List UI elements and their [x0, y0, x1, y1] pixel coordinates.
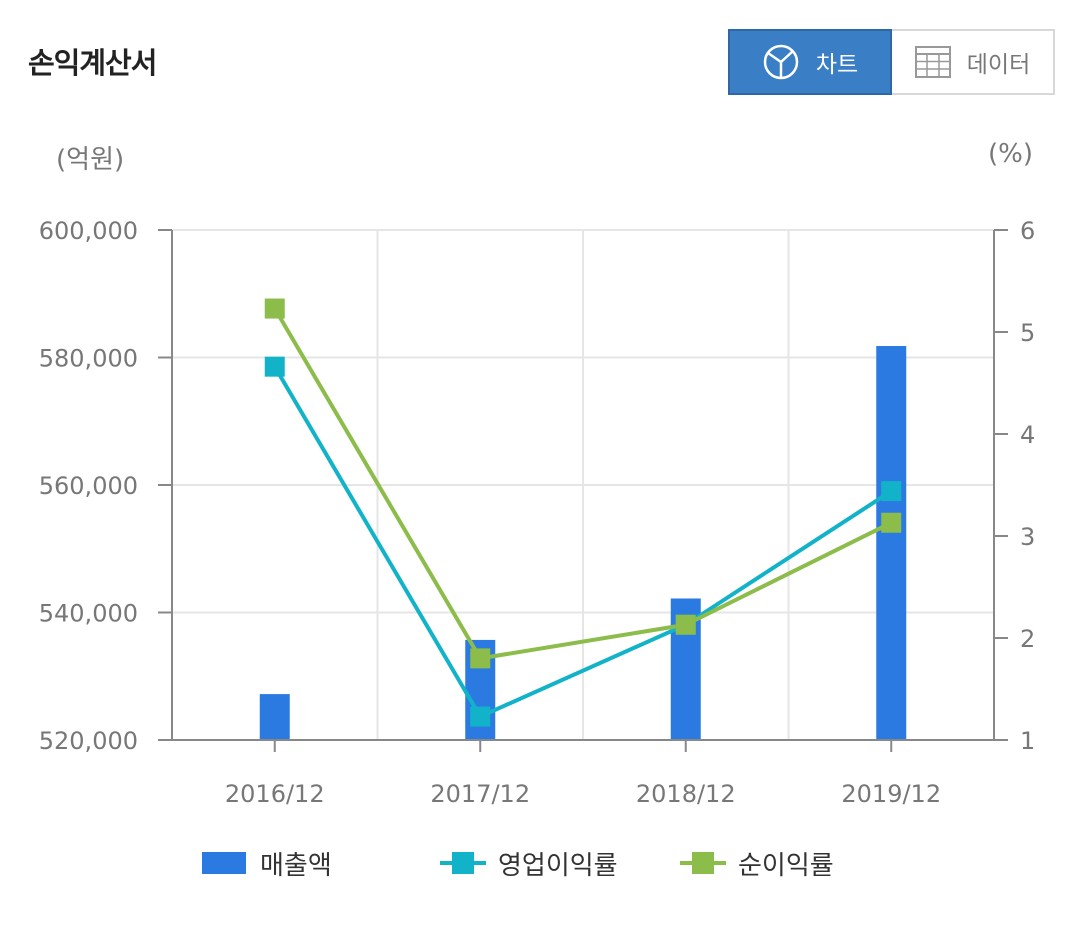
- legend-item-operating-margin[interactable]: 영업이익률: [440, 843, 618, 883]
- legend-label-revenue: 매출액: [260, 850, 332, 881]
- net-margin-point: [470, 648, 491, 669]
- revenue-bar: [259, 694, 290, 740]
- x-axis-tick-label: 2018/12: [636, 780, 736, 808]
- net-margin-point: [675, 614, 696, 635]
- data-view-label: 데이터: [966, 52, 1031, 78]
- right-axis-tick-label: 1: [1020, 727, 1035, 755]
- operating-margin-point: [264, 356, 285, 377]
- chart-view-label: 차트: [815, 52, 859, 78]
- legend-label-operating-margin: 영업이익률: [498, 850, 618, 881]
- revenue-bar: [876, 346, 907, 740]
- chart-area: 600,000 580,000 560,000 540,000 520,000 6 5 4 3 2…: [39, 217, 1036, 808]
- net-margin-line: [273, 307, 893, 661]
- legend-swatch-net-margin: [680, 852, 726, 874]
- pie-chart-icon: [762, 43, 800, 81]
- left-axis-unit: (억원): [56, 145, 125, 175]
- legend-label-net-margin: 순이익률: [738, 850, 834, 881]
- view-toggle: 차트 데이터: [728, 29, 1055, 95]
- left-axis-tick-label: 600,000: [39, 217, 138, 245]
- legend-swatch-operating-margin: [440, 852, 486, 874]
- net-margin-point: [881, 512, 902, 533]
- left-axis-tick-label: 580,000: [39, 345, 138, 373]
- right-axis-tick-label: 4: [1020, 421, 1035, 449]
- data-view-button[interactable]: 데이터: [892, 29, 1055, 95]
- legend-item-net-margin[interactable]: 순이익률: [680, 843, 834, 883]
- net-margin-point: [264, 298, 285, 319]
- operating-margin-point: [470, 706, 491, 727]
- right-axis-tick-label: 3: [1020, 523, 1035, 551]
- table-grid-icon: [914, 46, 951, 78]
- left-axis-tick-label: 560,000: [39, 472, 138, 500]
- x-axis-tick-label: 2017/12: [430, 780, 530, 808]
- right-axis-tick-label: 2: [1020, 625, 1035, 653]
- page-title: 손익계산서: [28, 46, 157, 80]
- operating-margin-point: [881, 481, 902, 502]
- left-axis-tick-label: 540,000: [39, 600, 138, 628]
- operating-margin-line: [273, 365, 893, 719]
- legend-swatch-revenue: [202, 852, 246, 874]
- x-axis-tick-label: 2019/12: [841, 780, 941, 808]
- right-axis-tick-label: 5: [1020, 319, 1035, 347]
- right-axis-tick-label: 6: [1020, 217, 1035, 245]
- legend-item-revenue[interactable]: 매출액: [202, 843, 332, 883]
- chart-view-button[interactable]: 차트: [728, 29, 892, 95]
- x-axis-tick-label: 2016/12: [225, 780, 325, 808]
- right-axis-unit: (%): [988, 139, 1033, 169]
- left-axis-tick-label: 520,000: [39, 727, 138, 755]
